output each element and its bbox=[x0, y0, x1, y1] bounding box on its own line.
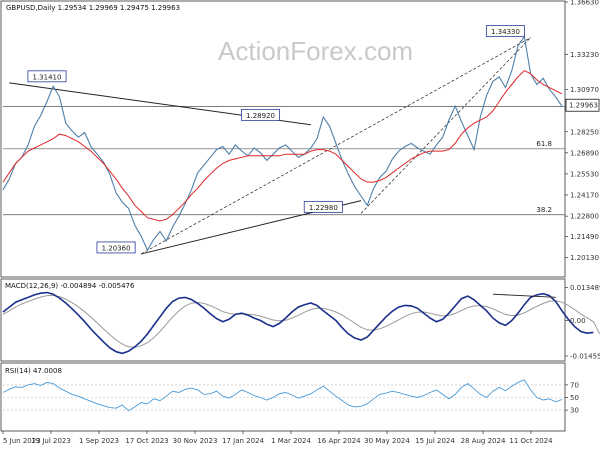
price-annotation-box bbox=[241, 108, 281, 121]
x-tick-label: 19 Jul 2023 bbox=[31, 437, 71, 445]
macd-trendline bbox=[492, 293, 556, 298]
price-annotation: 1.20360 bbox=[102, 244, 131, 252]
rsi-line bbox=[2, 379, 563, 412]
price-line bbox=[2, 35, 563, 252]
price-annotation-box bbox=[27, 70, 67, 83]
price-annotation: 1.22980 bbox=[309, 204, 338, 212]
rsi-tick-label: 50 bbox=[570, 394, 579, 402]
rsi-label: RSI(14) 47.0008 bbox=[5, 367, 62, 375]
price-tick-label: 1.36630 bbox=[570, 0, 599, 6]
channel-trendline bbox=[360, 37, 531, 214]
price-annotation-box bbox=[96, 241, 136, 254]
price-tick-label: 1.21490 bbox=[570, 233, 599, 241]
price-tick-label: 1.30970 bbox=[570, 86, 599, 94]
price-annotation: 1.31410 bbox=[32, 73, 61, 81]
x-tick-label: 17 Jan 2024 bbox=[222, 437, 265, 445]
macd-tick-label: 0.00 bbox=[570, 317, 586, 325]
price-annotation-box bbox=[485, 25, 525, 38]
x-tick-label: 16 Apr 2024 bbox=[317, 437, 361, 445]
price-tick-label: 1.25530 bbox=[570, 170, 599, 178]
symbol-header: GBPUSD,Daily 1.29534 1.29969 1.29475 1.2… bbox=[6, 4, 180, 12]
price-annotation: 1.28920 bbox=[246, 112, 275, 120]
x-tick-label: 30 Nov 2023 bbox=[173, 437, 218, 445]
price-tick-label: 1.22800 bbox=[570, 213, 599, 221]
price-tick-label: 1.28250 bbox=[570, 128, 599, 136]
macd-label: MACD(12,26,9) -0.004894 -0.005476 bbox=[5, 282, 135, 290]
fib-level-label: 61.8 bbox=[536, 140, 552, 148]
x-tick-label: 1 Sep 2023 bbox=[79, 437, 119, 445]
rsi-panel-frame bbox=[0, 362, 566, 432]
price-tick-label: 1.26890 bbox=[570, 149, 599, 157]
macd-tick-label: -0.014554 bbox=[570, 352, 600, 360]
x-tick-label: 11 Oct 2024 bbox=[509, 437, 553, 445]
x-tick-label: 1 Mar 2024 bbox=[271, 437, 311, 445]
price-annotation: 1.34330 bbox=[491, 28, 520, 36]
price-tick-label: 1.24170 bbox=[570, 191, 599, 199]
macd-signal-line bbox=[2, 294, 600, 348]
x-tick-label: 17 Oct 2023 bbox=[125, 437, 168, 445]
current-price-box bbox=[565, 98, 600, 112]
fib-level-label: 38.2 bbox=[536, 206, 552, 214]
watermark: ActionForex.com bbox=[218, 36, 413, 66]
macd-line bbox=[2, 291, 594, 355]
price-tick-label: 1.33230 bbox=[570, 51, 599, 59]
x-tick-label: 5 Jun 2023 bbox=[3, 437, 41, 445]
rsi-tick-label: 30 bbox=[570, 407, 579, 415]
macd-panel-frame bbox=[0, 278, 566, 362]
current-price-label: 1.29963 bbox=[569, 102, 598, 110]
macd-tick-label: 0.013489 bbox=[570, 284, 600, 292]
x-tick-label: 15 Jul 2024 bbox=[415, 437, 455, 445]
ema-line bbox=[2, 69, 563, 222]
x-tick-label: 30 May 2024 bbox=[364, 437, 410, 445]
x-tick-label: 28 Aug 2024 bbox=[461, 437, 506, 445]
price-panel-frame bbox=[0, 0, 566, 278]
channel-trendline bbox=[141, 37, 531, 255]
price-annotation-box bbox=[303, 200, 343, 213]
rsi-tick-label: 70 bbox=[570, 381, 579, 389]
price-tick-label: 1.20130 bbox=[570, 254, 599, 262]
